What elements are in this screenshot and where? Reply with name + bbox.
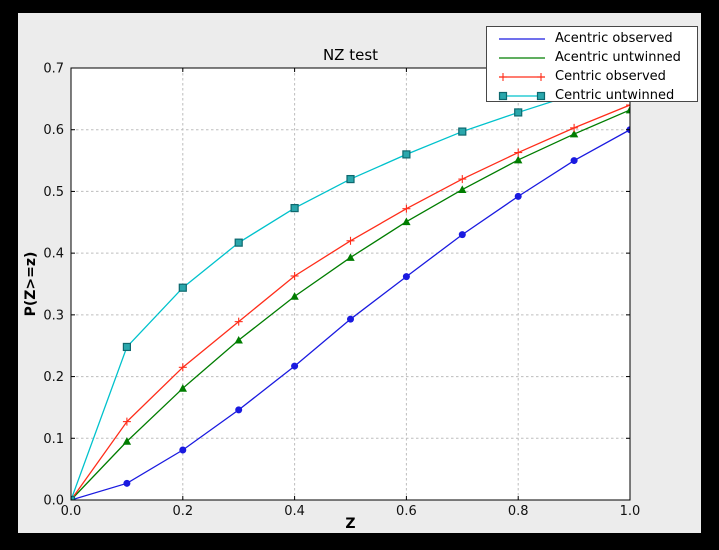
x-tick-label: 0.0 — [61, 504, 82, 519]
series-acentric-observed — [71, 126, 630, 500]
legend-line-sample-red — [497, 69, 547, 85]
legend-row-acentric-untwinned: Acentric untwinned — [497, 49, 697, 68]
y-tick-label: 0.6 — [43, 123, 64, 138]
x-axis-label: Z — [345, 516, 355, 532]
x-tick-label: 0.4 — [284, 504, 305, 519]
legend-row-centric-observed: Centric observed — [497, 68, 697, 87]
axes-frame — [70, 67, 631, 501]
tick-labels: 0.0 0.2 0.4 0.6 0.8 1.0 0.0 0.1 0.2 0.3 0.4 0.5 0.6 0… — [43, 62, 640, 520]
x-tick-label: 0.8 — [508, 504, 529, 519]
x-tick-label: 0.6 — [396, 504, 417, 519]
y-tick-label: 0.0 — [43, 494, 64, 509]
chart-title: NZ test — [323, 46, 378, 64]
legend-label: Acentric untwinned — [555, 50, 681, 65]
y-tick-label: 0.2 — [43, 370, 64, 385]
plot-area — [71, 68, 630, 500]
legend-label: Acentric observed — [555, 31, 673, 46]
legend: Acentric observed Acentric untwinned Cen… — [486, 26, 698, 102]
y-tick-label: 0.7 — [43, 62, 64, 77]
matplotlib-figure: 0.0 0.2 0.4 0.6 0.8 1.0 0.0 0.1 0.2 0.3 0.4 0.5 0.6 0… — [18, 13, 701, 533]
legend-row-acentric-observed: Acentric observed — [497, 30, 697, 49]
x-tick-label: 1.0 — [620, 504, 641, 519]
gridlines — [71, 68, 630, 500]
nz-test-plot: 0.0 0.2 0.4 0.6 0.8 1.0 0.0 0.1 0.2 0.3 0.4 0.5 0.6 0… — [23, 46, 640, 532]
y-tick-label: 0.1 — [43, 432, 64, 447]
y-tick-label: 0.4 — [43, 247, 64, 262]
legend-line-sample-blue — [497, 31, 547, 47]
y-tick-label: 0.3 — [43, 308, 64, 323]
legend-line-sample-green — [497, 50, 547, 66]
legend-row-centric-untwinned: Centric untwinned — [497, 87, 697, 102]
legend-label: Centric observed — [555, 69, 666, 84]
x-tick-label: 0.2 — [172, 504, 193, 519]
y-tick-label: 0.5 — [43, 185, 64, 200]
legend-line-sample-cyan — [497, 88, 547, 101]
series-acentric-untwinned — [71, 105, 630, 500]
legend-label: Centric untwinned — [555, 88, 675, 102]
series-centric-observed — [71, 101, 630, 500]
y-axis-label: P(Z>=z) — [23, 252, 39, 317]
